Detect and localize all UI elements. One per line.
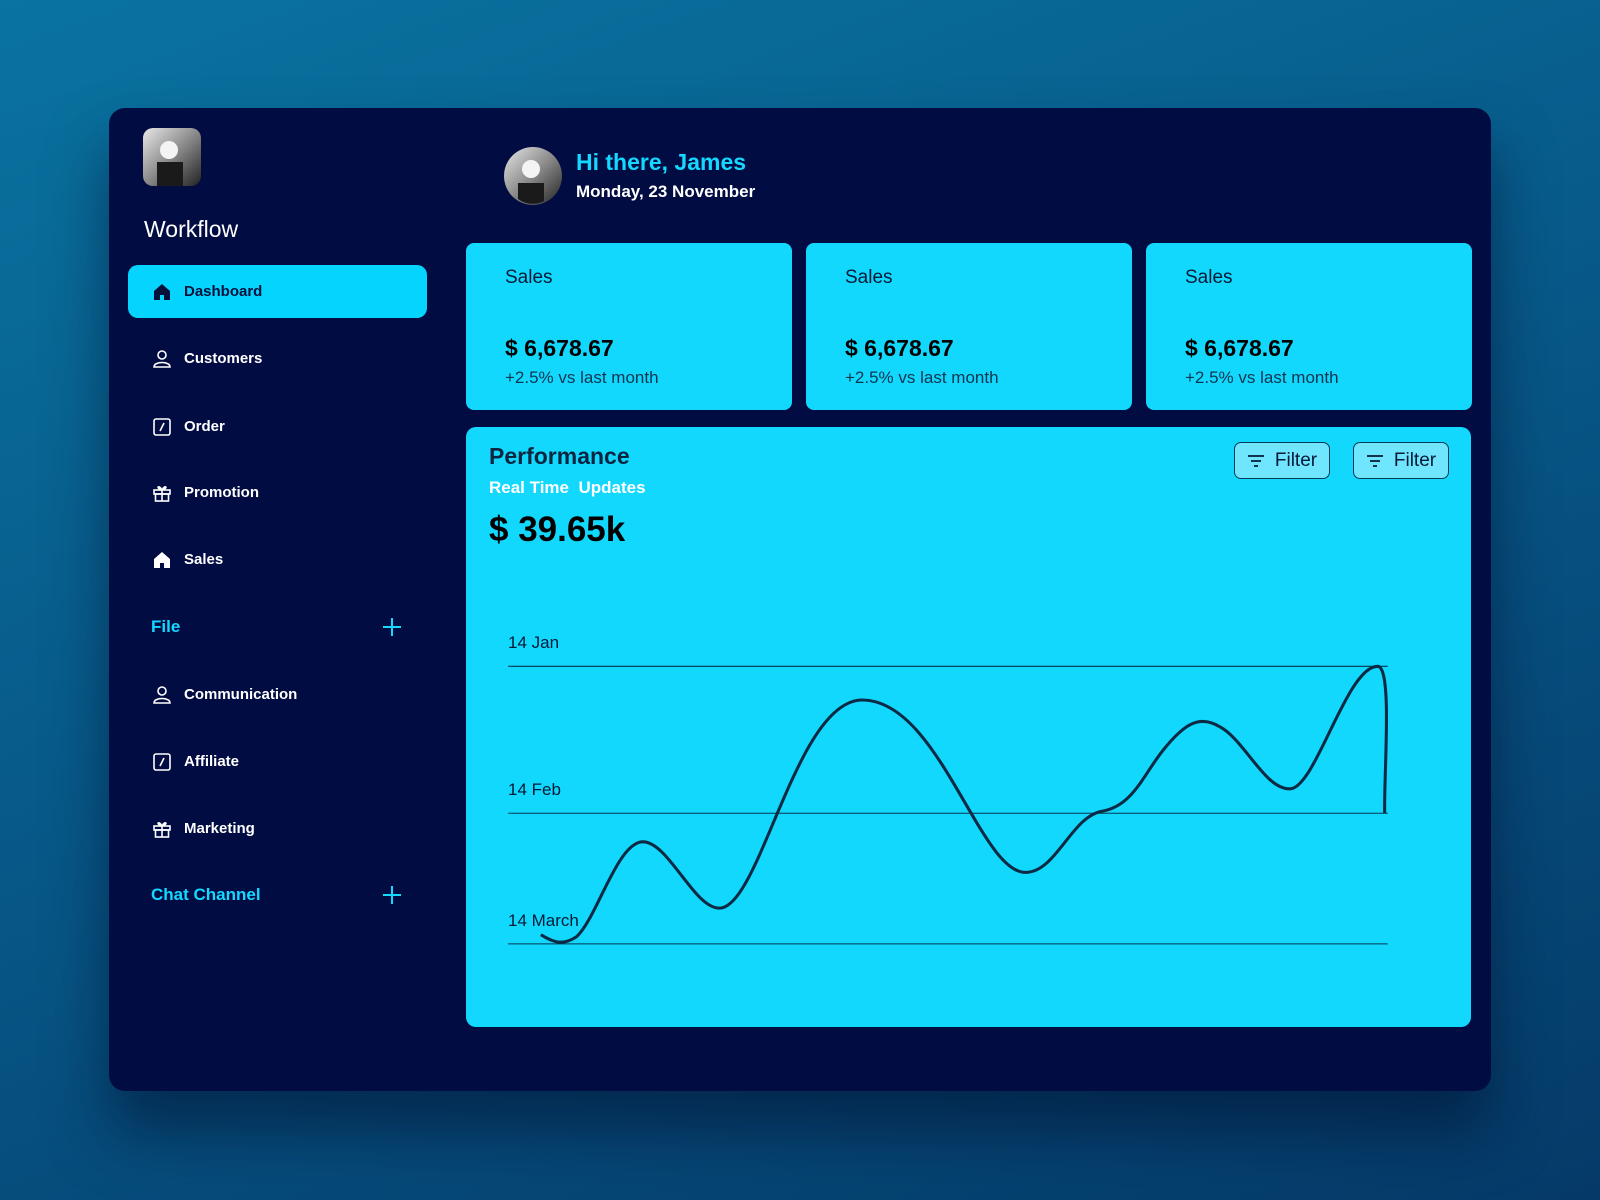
nav-label: Sales: [184, 551, 224, 568]
add-icon[interactable]: [381, 884, 403, 906]
panel-value: $ 39.65k: [489, 510, 626, 549]
section-title: Chat Channel: [151, 885, 261, 904]
performance-curve: [540, 664, 1389, 944]
home-icon: [154, 283, 170, 300]
nav-item[interactable]: Marketing: [128, 802, 427, 855]
order-icon: [153, 417, 171, 436]
section-header[interactable]: Chat Channel: [151, 884, 403, 906]
row-label: 14 Jan: [508, 633, 560, 652]
stat-value: $ 6,678.67: [505, 335, 614, 361]
row-label: 14 March: [508, 911, 579, 930]
row-label: 14 Feb: [508, 780, 561, 799]
filter-icon: [1366, 454, 1383, 467]
panel-subtitle: Real Time Updates: [489, 478, 646, 497]
nav-label: Dashboard: [184, 283, 263, 300]
nav-label: Communication: [184, 686, 298, 703]
greeting: Hi there, James: [576, 149, 747, 175]
nav-item[interactable]: Customers: [128, 332, 427, 385]
stat-card: Sales $ 6,678.67 +2.5% vs last month: [466, 243, 792, 410]
panel-title: Performance: [489, 443, 630, 469]
stat-card: Sales $ 6,678.67 +2.5% vs last month: [1146, 243, 1472, 410]
stat-value: $ 6,678.67: [1185, 335, 1294, 361]
performance-chart: [508, 664, 1389, 945]
nav-item[interactable]: Promotion: [128, 466, 427, 519]
order-icon: [153, 752, 171, 771]
stat-change: +2.5% vs last month: [505, 368, 659, 387]
nav-label: Marketing: [184, 820, 255, 837]
filter-button[interactable]: Filter: [1353, 442, 1449, 479]
logo-avatar: [143, 128, 201, 186]
stat-title: Sales: [845, 267, 893, 288]
nav-item[interactable]: Communication: [128, 668, 427, 721]
gift-icon: [153, 821, 171, 838]
nav-label: Customers: [184, 350, 263, 367]
performance-panel: Performance Real Time Updates $ 39.65k F…: [466, 427, 1471, 1027]
date: Monday, 23 November: [576, 182, 756, 201]
stat-change: +2.5% vs last month: [1185, 368, 1339, 387]
stat-change: +2.5% vs last month: [845, 368, 999, 387]
nav-label: Promotion: [184, 484, 259, 501]
user-icon: [153, 349, 171, 368]
nav-label: Affiliate: [184, 753, 240, 770]
section-title: File: [151, 617, 181, 636]
add-icon[interactable]: [381, 616, 403, 638]
filter-button[interactable]: Filter: [1234, 442, 1330, 479]
filter-icon: [1247, 454, 1264, 467]
nav-item[interactable]: Order: [128, 400, 427, 453]
user-icon: [153, 685, 171, 704]
filter-label: Filter: [1274, 449, 1318, 471]
brand: Workflow: [144, 216, 239, 242]
stat-card: Sales $ 6,678.67 +2.5% vs last month: [806, 243, 1132, 410]
nav-label: Order: [184, 418, 225, 435]
user-avatar: [504, 147, 562, 205]
stat-value: $ 6,678.67: [845, 335, 954, 361]
stat-title: Sales: [505, 267, 553, 288]
filter-label: Filter: [1393, 449, 1437, 471]
nav-item[interactable]: Sales: [128, 533, 427, 586]
nav-item[interactable]: Dashboard: [128, 265, 427, 318]
stat-title: Sales: [1185, 267, 1233, 288]
nav-item[interactable]: Affiliate: [128, 735, 427, 788]
section-header[interactable]: File: [151, 616, 403, 638]
home-icon: [154, 551, 170, 568]
gift-icon: [153, 485, 171, 502]
